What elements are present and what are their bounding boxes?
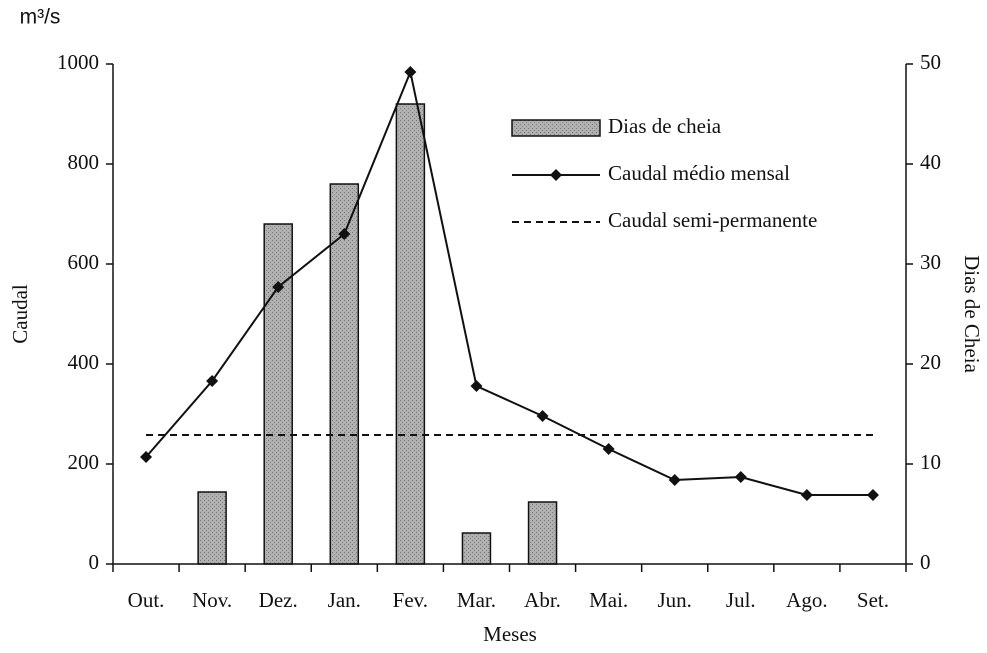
legend-marker [550, 169, 562, 181]
x-tick-label: Ago. [786, 588, 827, 612]
legend-label: Caudal semi-permanente [608, 208, 817, 232]
marker [206, 375, 219, 387]
marker [404, 66, 417, 78]
bar [395, 103, 426, 565]
y-tick-label: 1000 [57, 50, 99, 74]
y2-tick-label: 40 [920, 150, 941, 174]
x-tick-label: Jul. [726, 588, 756, 612]
x-tick-label: Mai. [589, 588, 628, 612]
x-axis-title: Meses [483, 622, 537, 646]
marker [866, 489, 879, 501]
x-tick-label: Jun. [657, 588, 691, 612]
y-tick-label: 800 [68, 150, 100, 174]
bar [329, 183, 360, 565]
marker [800, 489, 813, 501]
marker [338, 228, 351, 240]
legend-label: Caudal médio mensal [608, 161, 790, 185]
marker [536, 410, 549, 422]
x-tick-label: Fev. [393, 588, 428, 612]
x-tick-label: Nov. [192, 588, 232, 612]
y2-tick-label: 10 [920, 450, 941, 474]
y-tick-label: 0 [89, 550, 100, 574]
x-tick-label: Mar. [457, 588, 496, 612]
x-tick-label: Dez. [259, 588, 298, 612]
legend-swatch [511, 119, 601, 137]
bar [461, 532, 492, 565]
unit-label: m³/s [20, 6, 61, 29]
marker [272, 281, 285, 293]
bar [263, 223, 293, 565]
y2-tick-label: 50 [920, 50, 941, 74]
y-tick-label: 600 [68, 250, 100, 274]
x-tick-label: Jan. [328, 588, 361, 612]
y-axis-title: Caudal [8, 284, 32, 344]
y2-axis-title: Dias de Cheia [960, 255, 984, 373]
x-tick-label: Abr. [524, 588, 561, 612]
y-tick-label: 200 [68, 450, 100, 474]
y2-tick-label: 30 [920, 250, 941, 274]
marker [470, 380, 483, 392]
x-tick-label: Set. [857, 588, 889, 612]
line [145, 68, 873, 496]
x-tick-label: Out. [128, 588, 165, 612]
y-tick-label: 400 [68, 350, 100, 374]
bar [197, 491, 227, 565]
marker [602, 443, 615, 455]
marker [140, 451, 153, 463]
y2-tick-label: 20 [920, 350, 941, 374]
marker [668, 474, 681, 486]
bar [527, 501, 558, 565]
marker [734, 471, 747, 483]
y2-tick-label: 0 [920, 550, 931, 574]
legend-label: Dias de cheia [608, 114, 722, 138]
